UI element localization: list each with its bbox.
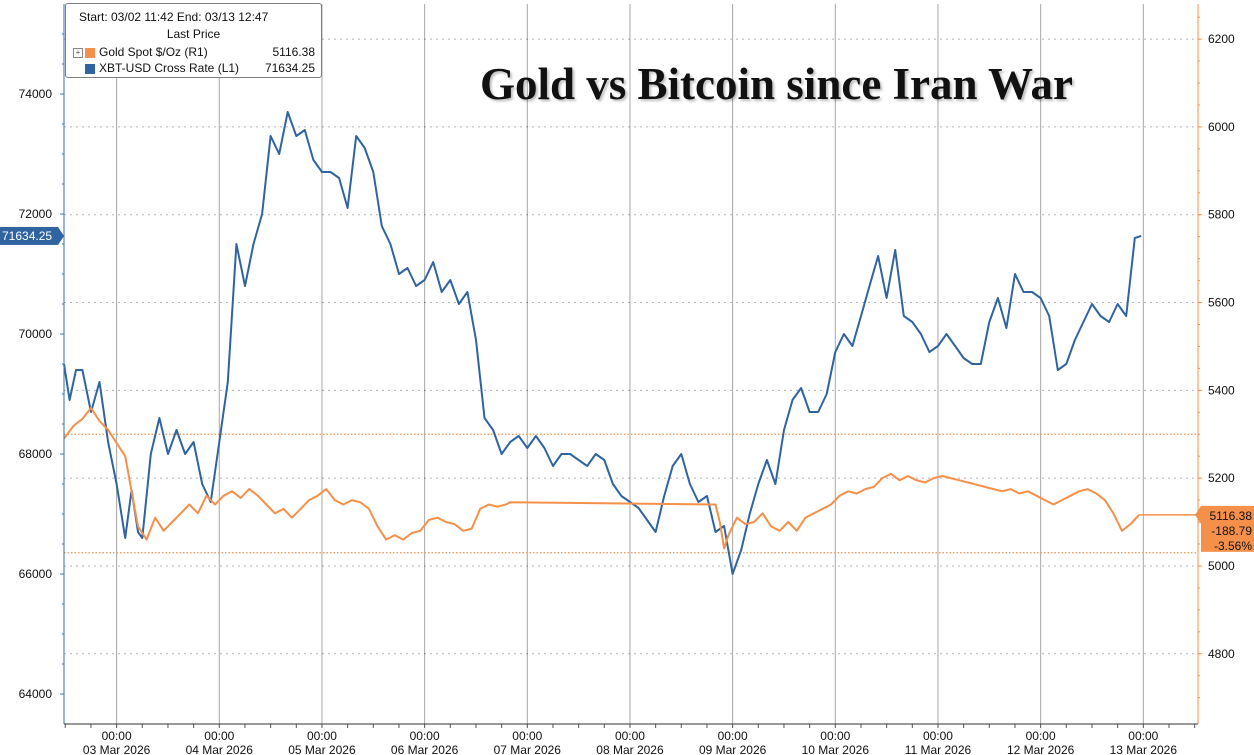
btc-last-tag [0, 226, 58, 245]
x-tick-time: 00:00 [718, 729, 748, 743]
date-range: Start: 03/02 11:42 End: 03/13 12:47 [79, 10, 269, 24]
x-tick-date: 08 Mar 2026 [596, 743, 664, 755]
gold-series-line [63, 406, 1140, 550]
gold-tag-change: -188.79 [1211, 524, 1252, 538]
x-tick-date: 05 Mar 2026 [288, 743, 356, 755]
gold-last-value: 5116.38 [272, 45, 316, 59]
right-tick-label: 5600 [1208, 296, 1235, 310]
gold-last-tag [1201, 505, 1254, 552]
value-tags: 71634.25 5116.38-188.79-3.56% [0, 226, 1254, 553]
x-tick-time: 00:00 [923, 729, 953, 743]
x-tick-date: 12 Mar 2026 [1007, 743, 1075, 755]
x-tick-time: 00:00 [410, 729, 440, 743]
legend-header: Last Price [166, 27, 221, 41]
gold-tag-pct: -3.56% [1214, 539, 1252, 553]
gold-tag-last: 5116.38 [1210, 509, 1253, 523]
x-tick-time: 00:00 [512, 729, 542, 743]
legend-row-btc[interactable]: XBT-USD Cross Rate (L1) 71634.25 [73, 60, 315, 76]
btc-last-tag-text: 71634.25 [2, 229, 52, 243]
x-tick-time: 00:00 [307, 729, 337, 743]
x-tick-date: 03 Mar 2026 [83, 743, 151, 755]
grid [64, 4, 1198, 724]
x-tick-time: 00:00 [1128, 729, 1158, 743]
x-tick-date: 07 Mar 2026 [494, 743, 562, 755]
x-tick-time: 00:00 [1026, 729, 1056, 743]
btc-series-line [63, 111, 1142, 575]
btc-last-tag-arrow [58, 226, 64, 245]
right-tick-label: 6000 [1208, 120, 1235, 134]
reference-lines [64, 433, 1198, 554]
right-tick-label: 5800 [1208, 208, 1235, 222]
left-tick-label: 68000 [19, 447, 53, 461]
x-tick-date: 13 Mar 2026 [1110, 743, 1178, 755]
btc-label: XBT-USD Cross Rate (L1) [99, 61, 240, 75]
expand-icon[interactable]: + [73, 47, 83, 58]
x-tick-time: 00:00 [204, 729, 234, 743]
x-tick-date: 09 Mar 2026 [699, 743, 767, 755]
right-tick-label: 5200 [1208, 471, 1235, 485]
x-tick-time: 00:00 [615, 729, 645, 743]
left-tick-label: 72000 [19, 207, 53, 221]
gold-last-tag-arrow [1195, 505, 1201, 524]
x-tick-date: 11 Mar 2026 [905, 743, 972, 755]
x-tick-date: 04 Mar 2026 [186, 743, 254, 755]
legend: Start: 03/02 11:42 End: 03/13 12:47 Last… [65, 3, 322, 78]
right-tick-label: 6200 [1208, 32, 1235, 46]
right-tick-label: 5000 [1208, 559, 1235, 573]
left-tick-label: 66000 [19, 567, 53, 581]
series-layer [63, 111, 1142, 575]
gold-swatch [85, 47, 95, 58]
right-tick-label: 5400 [1208, 383, 1235, 397]
x-tick-date: 06 Mar 2026 [391, 743, 459, 755]
left-tick-label: 70000 [19, 327, 53, 341]
right-tick-label: 4800 [1208, 647, 1235, 661]
btc-swatch [85, 63, 95, 74]
x-tick-time: 00:00 [102, 729, 132, 743]
btc-last-value: 71634.25 [264, 61, 315, 75]
left-tick-label: 74000 [19, 87, 53, 101]
left-tick-label: 64000 [19, 687, 53, 701]
x-tick-date: 10 Mar 2026 [802, 743, 870, 755]
gold-label: Gold Spot $/Oz (R1) [99, 45, 208, 59]
legend-row-gold[interactable]: + Gold Spot $/Oz (R1) 5116.38 [73, 44, 315, 60]
chart-title: Gold vs Bitcoin since Iran War [480, 59, 1073, 109]
x-tick-time: 00:00 [820, 729, 850, 743]
